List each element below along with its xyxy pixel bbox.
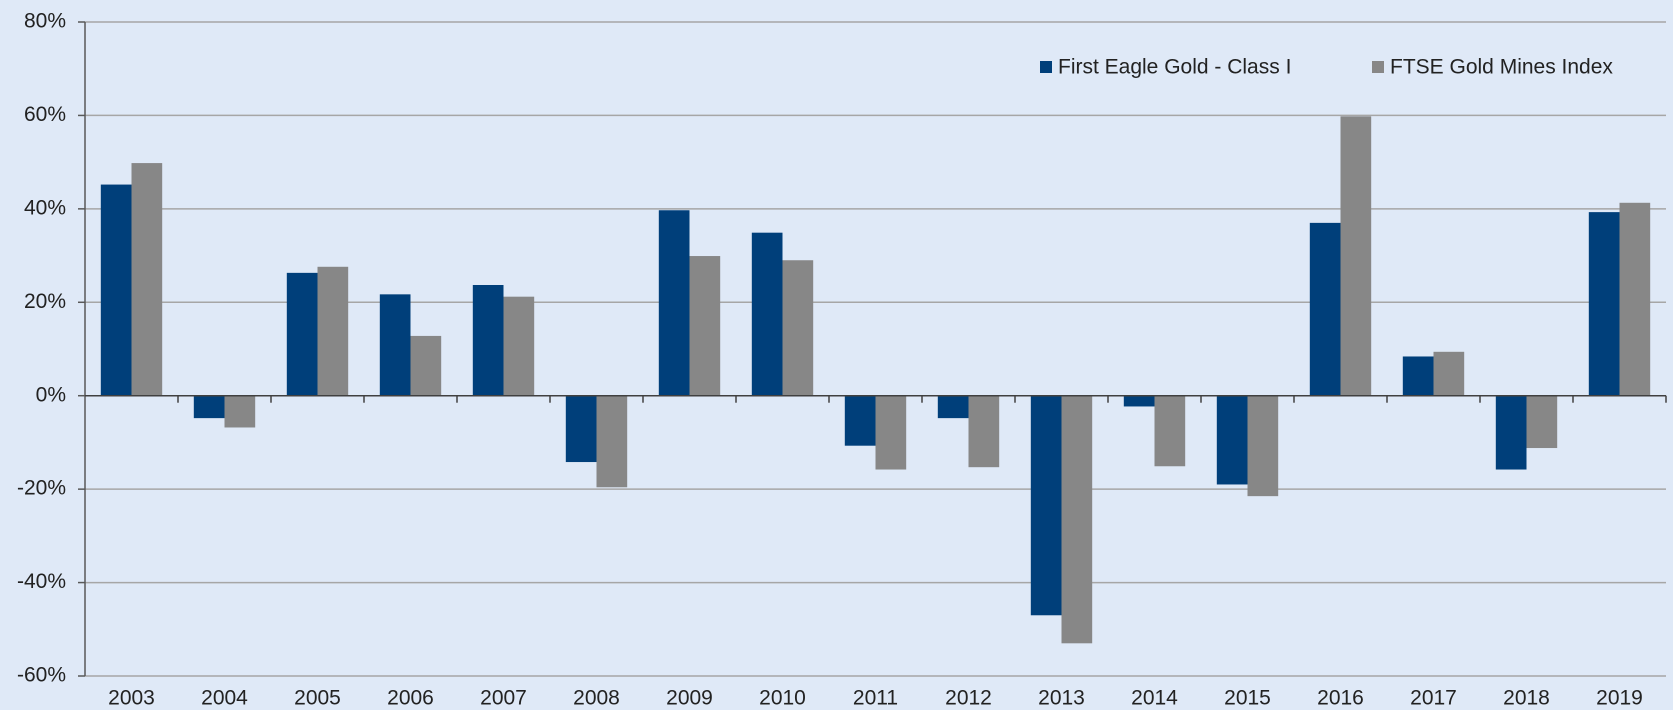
x-tick-label: 2019 — [1596, 687, 1643, 710]
bar — [565, 395, 597, 463]
y-tick-label: 0% — [36, 383, 66, 406]
x-tick-label: 2003 — [108, 687, 155, 710]
bar — [968, 395, 1000, 468]
bar — [1619, 202, 1651, 396]
x-tick-label: 2015 — [1224, 687, 1271, 710]
bar — [1309, 222, 1341, 396]
bar — [472, 285, 504, 396]
bar — [1061, 395, 1093, 644]
bar — [100, 184, 132, 396]
legend-swatch — [1372, 61, 1384, 73]
bar — [503, 296, 535, 396]
x-tick-label: 2017 — [1410, 687, 1457, 710]
bar — [937, 395, 969, 419]
bar — [1526, 395, 1558, 449]
bar — [1154, 395, 1186, 467]
y-tick-label: -20% — [17, 477, 66, 500]
y-tick-label: 40% — [24, 196, 66, 219]
bar — [379, 294, 411, 396]
bar — [844, 395, 876, 446]
x-tick-label: 2007 — [480, 687, 527, 710]
x-tick-label: 2013 — [1038, 687, 1085, 710]
x-tick-label: 2012 — [945, 687, 992, 710]
bar — [286, 272, 318, 396]
bar — [1340, 116, 1372, 396]
x-tick-label: 2014 — [1131, 687, 1178, 710]
bar — [317, 266, 349, 396]
x-tick-label: 2006 — [387, 687, 434, 710]
x-tick-label: 2008 — [573, 687, 620, 710]
bar — [410, 335, 442, 396]
y-tick-label: 80% — [24, 10, 66, 33]
x-tick-label: 2010 — [759, 687, 806, 710]
bar — [658, 210, 690, 396]
x-tick-label: 2016 — [1317, 687, 1364, 710]
y-tick-label: -40% — [17, 570, 66, 593]
bar — [1495, 395, 1527, 470]
bar — [193, 395, 225, 419]
y-tick-label: -60% — [17, 664, 66, 687]
bar — [224, 395, 256, 428]
bar — [131, 163, 163, 396]
legend-swatch — [1040, 61, 1052, 73]
y-tick-label: 20% — [24, 290, 66, 313]
bar — [875, 395, 907, 470]
bar — [1030, 395, 1062, 616]
x-tick-label: 2005 — [294, 687, 341, 710]
bar — [751, 232, 783, 396]
bar — [596, 395, 628, 488]
y-tick-label: 60% — [24, 103, 66, 126]
x-tick-label: 2011 — [853, 687, 898, 710]
bar — [782, 260, 814, 396]
legend-label: First Eagle Gold - Class I — [1058, 56, 1291, 79]
x-tick-label: 2018 — [1503, 687, 1550, 710]
bar — [1216, 395, 1248, 485]
bar — [1247, 395, 1279, 497]
legend-label: FTSE Gold Mines Index — [1390, 56, 1613, 79]
bar — [1588, 212, 1620, 396]
bar — [1123, 395, 1155, 407]
bar — [1433, 351, 1465, 396]
x-tick-label: 2009 — [666, 687, 713, 710]
x-tick-label: 2004 — [201, 687, 248, 710]
bar — [689, 256, 721, 396]
bar — [1402, 356, 1434, 396]
